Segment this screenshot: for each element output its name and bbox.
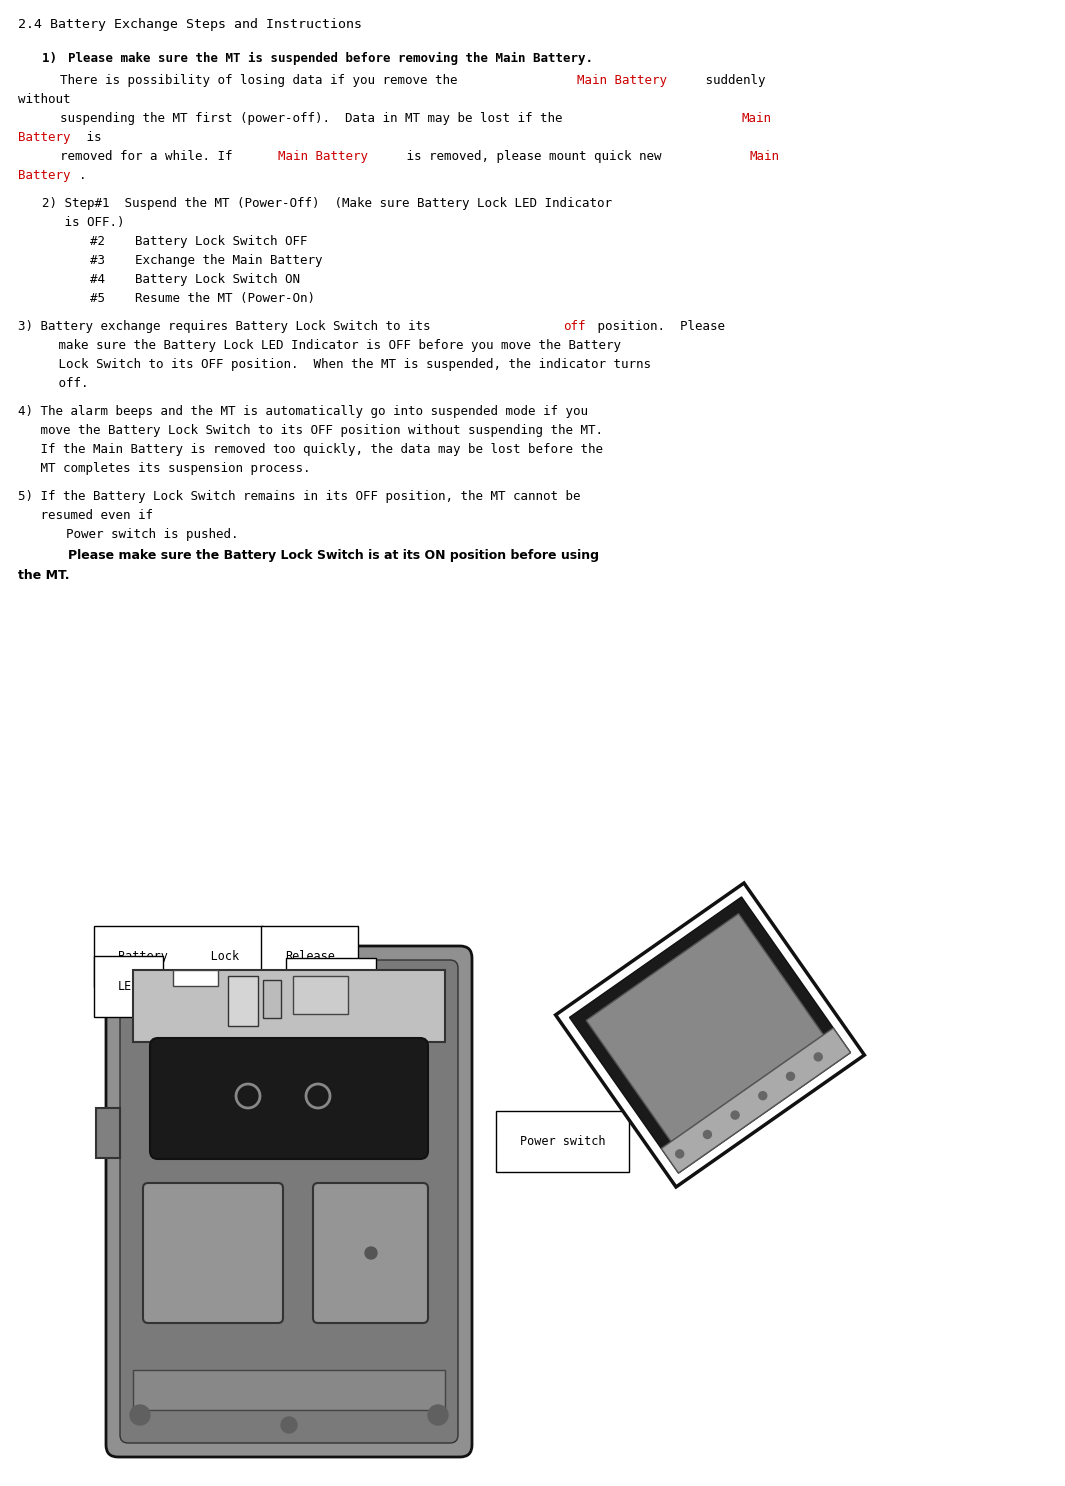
Polygon shape [586, 914, 823, 1141]
Text: 4) The alarm beeps and the MT is automatically go into suspended mode if you: 4) The alarm beeps and the MT is automat… [18, 406, 588, 418]
Text: 2) Step#1  Suspend the MT (Power-Off)  (Make sure Battery Lock LED Indicator: 2) Step#1 Suspend the MT (Power-Off) (Ma… [42, 198, 612, 210]
Circle shape [758, 1092, 767, 1100]
Text: Main: Main [750, 150, 780, 163]
Text: LED: LED [118, 979, 155, 1003]
Text: suddenly: suddenly [698, 74, 766, 88]
Circle shape [787, 1073, 794, 1080]
Text: Power switch is pushed.: Power switch is pushed. [36, 528, 239, 541]
Text: 1): 1) [42, 52, 65, 65]
Text: Main Battery: Main Battery [577, 74, 667, 88]
Text: #2    Battery Lock Switch OFF: #2 Battery Lock Switch OFF [91, 235, 308, 248]
Text: position.  Please: position. Please [590, 319, 725, 333]
Text: make sure the Battery Lock LED Indicator is OFF before you move the Battery: make sure the Battery Lock LED Indicator… [36, 339, 621, 352]
Text: Battery      Lock: Battery Lock [118, 950, 240, 990]
Circle shape [703, 1131, 711, 1138]
Text: off: off [563, 319, 586, 333]
Text: There is possibility of losing data if you remove the: There is possibility of losing data if y… [60, 74, 465, 88]
Text: is OFF.): is OFF.) [42, 215, 125, 229]
Text: without: without [18, 94, 70, 106]
Text: the MT.: the MT. [18, 569, 69, 583]
Text: .: . [79, 169, 86, 181]
FancyBboxPatch shape [133, 970, 445, 1042]
Text: suspending the MT first (power-off).  Data in MT may be lost if the: suspending the MT first (power-off). Dat… [60, 111, 570, 125]
FancyBboxPatch shape [143, 1183, 283, 1323]
Text: Release: Release [249, 950, 334, 984]
Circle shape [675, 1150, 684, 1158]
FancyBboxPatch shape [106, 947, 472, 1456]
Polygon shape [661, 1028, 851, 1172]
Circle shape [428, 1404, 448, 1425]
Text: resumed even if: resumed even if [18, 510, 153, 522]
Text: MT completes its suspension process.: MT completes its suspension process. [18, 462, 311, 476]
Text: Battery: Battery [18, 169, 70, 181]
Text: Please make sure the MT is suspended before removing the Main Battery.: Please make sure the MT is suspended bef… [68, 52, 593, 65]
Polygon shape [556, 883, 865, 1187]
Text: #3    Exchange the Main Battery: #3 Exchange the Main Battery [91, 254, 323, 267]
Text: 3) Battery exchange requires Battery Lock Switch to its: 3) Battery exchange requires Battery Loc… [18, 319, 438, 333]
Text: is removed, please mount quick new: is removed, please mount quick new [399, 150, 669, 163]
Text: If the Main Battery is removed too quickly, the data may be lost before the: If the Main Battery is removed too quick… [18, 443, 603, 456]
FancyBboxPatch shape [313, 1183, 428, 1323]
Bar [263, 979, 281, 1018]
Text: Main Battery: Main Battery [278, 150, 368, 163]
Circle shape [731, 1112, 739, 1119]
Bar [96, 1109, 120, 1158]
Text: off.: off. [36, 377, 88, 389]
Text: is: is [79, 131, 101, 144]
Text: move the Battery Lock Switch to its OFF position without suspending the MT.: move the Battery Lock Switch to its OFF … [18, 424, 603, 437]
Bar [133, 1370, 445, 1410]
Text: Battery: Battery [18, 131, 70, 144]
Text: removed for a while. If: removed for a while. If [60, 150, 240, 163]
Text: Power switch: Power switch [520, 1114, 656, 1149]
Text: Lock Switch to its OFF position.  When the MT is suspended, the indicator turns: Lock Switch to its OFF position. When th… [36, 358, 651, 372]
Text: #5    Resume the MT (Power-On): #5 Resume the MT (Power-On) [91, 293, 315, 305]
Text: Batter: Batter [269, 982, 353, 997]
Circle shape [815, 1054, 822, 1061]
Polygon shape [570, 898, 851, 1172]
Text: Main: Main [742, 111, 772, 125]
Circle shape [365, 1247, 377, 1259]
FancyBboxPatch shape [150, 1039, 428, 1159]
Bar [228, 976, 258, 1025]
FancyBboxPatch shape [293, 976, 348, 1013]
Text: #4    Battery Lock Switch ON: #4 Battery Lock Switch ON [91, 273, 300, 285]
Text: 2.4 Battery Exchange Steps and Instructions: 2.4 Battery Exchange Steps and Instructi… [18, 18, 362, 31]
Text: 5) If the Battery Lock Switch remains in its OFF position, the MT cannot be: 5) If the Battery Lock Switch remains in… [18, 490, 580, 502]
Circle shape [281, 1418, 297, 1433]
Text: Please make sure the Battery Lock Switch is at its ON position before using: Please make sure the Battery Lock Switch… [68, 548, 599, 562]
FancyBboxPatch shape [120, 960, 458, 1443]
Bar [173, 970, 218, 987]
Circle shape [130, 1404, 150, 1425]
